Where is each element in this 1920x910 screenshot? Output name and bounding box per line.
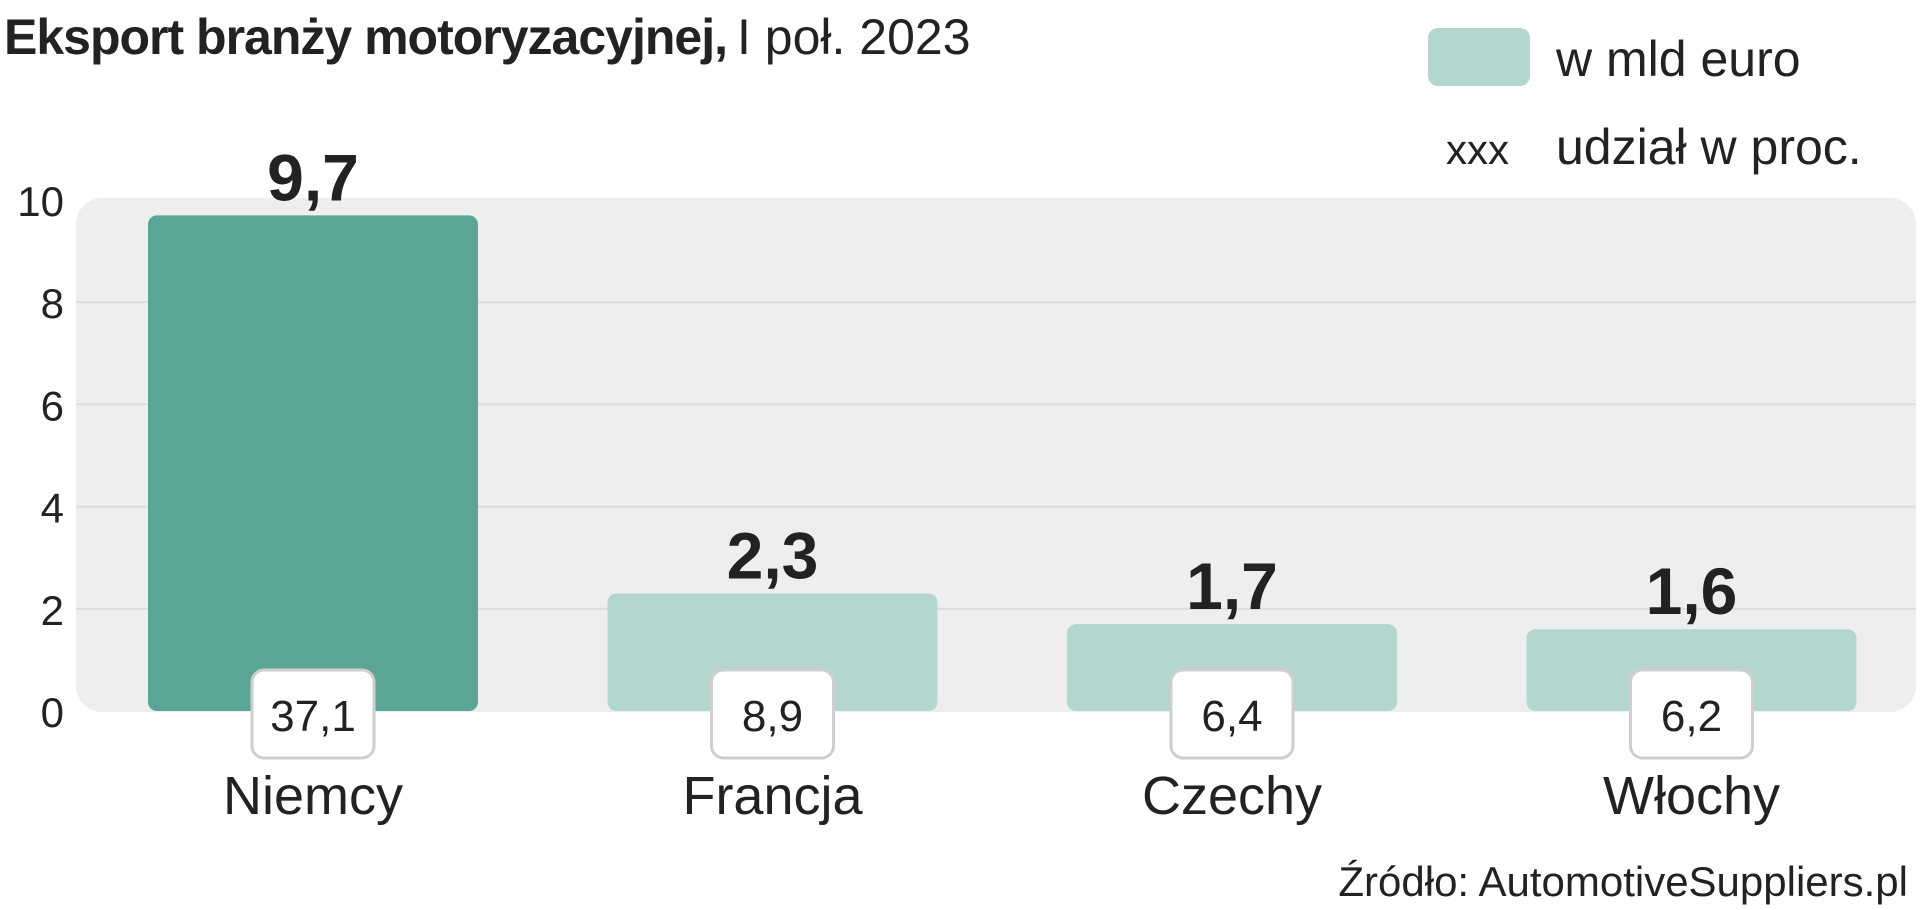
share-value-label: 6,4 <box>1201 692 1262 741</box>
bar-value-label: 1,6 <box>1646 554 1738 628</box>
bar <box>1067 624 1397 711</box>
share-value-label: 37,1 <box>270 692 356 741</box>
share-badge-box <box>710 668 835 760</box>
x-tick-label: Czechy <box>1142 766 1322 826</box>
share-value-label: 8,9 <box>742 692 803 741</box>
share-badge-box <box>250 668 376 760</box>
bar-value-label: 2,3 <box>727 518 819 592</box>
x-tick-label: Niemcy <box>223 766 403 826</box>
share-badge-box <box>1169 668 1295 760</box>
bars <box>148 215 1857 711</box>
legend-share-marker: xxx <box>1446 126 1509 173</box>
chart-title-regular: I poł. 2023 <box>737 9 971 65</box>
x-tick-label: Włochy <box>1603 766 1780 826</box>
share-badge-box <box>1629 668 1754 760</box>
share-badge: 6,2 <box>1629 668 1754 760</box>
legend-bar-label: w mld euro <box>1555 31 1801 87</box>
bar-value-label: 1,7 <box>1186 549 1278 623</box>
y-axis: 0 2 4 6 8 10 <box>17 178 64 736</box>
chart-title-bold: Eksport branży motoryzacyjnej, <box>4 9 727 65</box>
y-tick-label: 2 <box>41 587 64 634</box>
y-tick-label: 6 <box>41 382 64 429</box>
chart-legend: w mld euro xxx udział w proc. <box>1428 28 1862 175</box>
y-tick-label: 8 <box>41 280 64 327</box>
y-tick-label: 10 <box>17 178 64 225</box>
x-tick-label: Francja <box>682 766 863 826</box>
share-badge: 6,4 <box>1169 668 1295 760</box>
legend-swatch <box>1428 28 1530 86</box>
y-tick-label: 4 <box>41 485 64 532</box>
share-value-label: 6,2 <box>1661 692 1722 741</box>
bar <box>607 593 938 711</box>
share-badge: 8,9 <box>710 668 835 760</box>
labels: 9,7 37,1 Niemcy 2,3 8,9 Francja 1,7 6,4 Czechy 1,… <box>223 140 1780 826</box>
legend-share-label: udział w proc. <box>1556 119 1862 175</box>
bar <box>148 215 478 711</box>
y-tick-label: 0 <box>41 689 64 736</box>
bar-value-label: 9,7 <box>267 140 359 214</box>
source-note: Źródło: AutomotiveSuppliers.pl <box>1338 858 1908 905</box>
share-badge: 37,1 <box>250 668 376 760</box>
plot-background <box>76 198 1916 712</box>
chart-title: Eksport branży motoryzacyjnej, I poł. 202… <box>4 9 971 65</box>
